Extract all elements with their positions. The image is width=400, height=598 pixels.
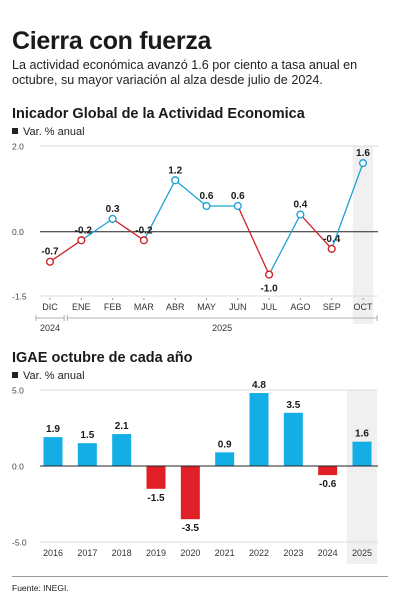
bar (215, 452, 235, 466)
x-tick-label: ENE (72, 302, 91, 312)
year-label: 2024 (40, 323, 60, 333)
x-tick-label: 2019 (146, 548, 166, 558)
data-point (358, 159, 368, 168)
data-point (171, 176, 180, 185)
line-segment (268, 214, 301, 275)
footer-divider (12, 576, 388, 577)
x-tick-label: JUN (229, 302, 247, 312)
x-tick-label: FEB (104, 302, 122, 312)
year-label: 2025 (212, 323, 232, 333)
y-tick-label: -5.0 (12, 538, 27, 548)
x-tick-label: 2022 (249, 548, 269, 558)
bar-chart-title: IGAE octubre de cada año (12, 350, 193, 366)
highlight-band (352, 146, 374, 324)
bar (352, 441, 372, 466)
y-tick-label: 0.0 (12, 227, 24, 237)
legend-marker (12, 128, 18, 134)
x-tick-label: MAY (197, 302, 216, 312)
line-chart-title: Inicador Global de la Actividad Economic… (12, 106, 305, 122)
x-tick-label: 2025 (352, 548, 372, 558)
data-point (77, 236, 86, 245)
page-subtitle: La actividad económica avanzó 1.6 por ci… (12, 58, 358, 87)
data-label: -0.2 (75, 225, 93, 236)
source-note: Fuente: INEGI. (12, 583, 69, 593)
line-segment (237, 205, 270, 275)
data-label: 1.6 (355, 429, 369, 440)
x-tick-label: 2021 (215, 548, 235, 558)
data-label: 0.4 (293, 200, 307, 211)
x-tick-label: 2017 (77, 548, 97, 558)
line-segment (331, 162, 364, 250)
data-point (233, 201, 242, 211)
bar (43, 437, 63, 466)
data-label: -0.6 (319, 479, 337, 490)
bar (77, 443, 97, 466)
line-chart-legend: Var. % anual (12, 126, 85, 138)
data-label: -0.2 (135, 225, 153, 236)
line-segment (174, 179, 207, 207)
x-tick-label: JUL (261, 302, 277, 312)
bar (180, 466, 200, 520)
data-label: -1.0 (260, 284, 278, 295)
line-segment (49, 239, 82, 263)
x-tick-label: 2018 (112, 548, 132, 558)
line-segment (299, 214, 333, 250)
bar (283, 412, 303, 466)
y-tick-label: -1.5 (12, 292, 27, 302)
data-point (108, 214, 117, 223)
line-segment (143, 179, 176, 241)
line-segment (112, 218, 145, 241)
data-label: 0.9 (218, 439, 232, 450)
data-label: -3.5 (182, 523, 200, 534)
data-label: 0.6 (200, 191, 214, 202)
bar-chart: 5.0 0.0 -5.0 1.9 1.5 2.1 -1.5 -3.5 0.9 4.8 3.5 -0.6… (12, 380, 378, 564)
data-label: 0.3 (106, 204, 120, 215)
x-tick-label: 2016 (43, 548, 63, 558)
data-label: 3.5 (286, 400, 300, 411)
data-point (296, 210, 305, 219)
bar-chart-legend-label: Var. % anual (23, 370, 85, 382)
data-label: 1.9 (46, 424, 60, 435)
data-label: 2.1 (115, 421, 129, 432)
y-tick-label: 0.0 (12, 462, 24, 472)
x-tick-label: AGO (290, 302, 310, 312)
data-point (202, 201, 211, 211)
bar (112, 434, 132, 466)
x-tick-label: ABR (166, 302, 185, 312)
y-tick-label: 5.0 (12, 386, 24, 396)
x-tick-label: SEP (323, 302, 341, 312)
line-chart-legend-label: Var. % anual (23, 126, 85, 138)
line-chart: 2.0 0.0 -1.5 -0.7 -0.2 0.3 -0.2 1.2 0.6 0.6 -1.0 0.… (12, 142, 378, 333)
data-point (327, 244, 336, 253)
data-label: 1.2 (168, 165, 182, 176)
data-label: 1.6 (356, 148, 370, 159)
data-label: -0.4 (323, 234, 341, 245)
data-point (45, 257, 55, 266)
data-label: -1.5 (147, 493, 165, 504)
data-point (265, 270, 274, 279)
x-tick-label: OCT (354, 302, 374, 312)
x-tick-label: 2020 (180, 548, 200, 558)
bar (249, 393, 269, 466)
bar (318, 466, 338, 476)
x-tick-label: DIC (42, 302, 58, 312)
legend-marker (12, 372, 18, 378)
data-point (139, 236, 149, 245)
x-tick-label: MAR (134, 302, 155, 312)
x-tick-label: 2024 (318, 548, 338, 558)
page-title: Cierra con fuerza (12, 27, 212, 55)
line-segment (80, 218, 113, 241)
data-label: -0.7 (41, 247, 59, 258)
bar-chart-legend: Var. % anual (12, 370, 85, 382)
data-label: 4.8 (252, 380, 266, 391)
highlight-band (346, 390, 378, 564)
data-label: 0.6 (231, 191, 245, 202)
data-label: 1.5 (80, 430, 94, 441)
x-tick-label: 2023 (283, 548, 303, 558)
y-tick-label: 2.0 (12, 142, 24, 152)
bar (146, 466, 166, 489)
